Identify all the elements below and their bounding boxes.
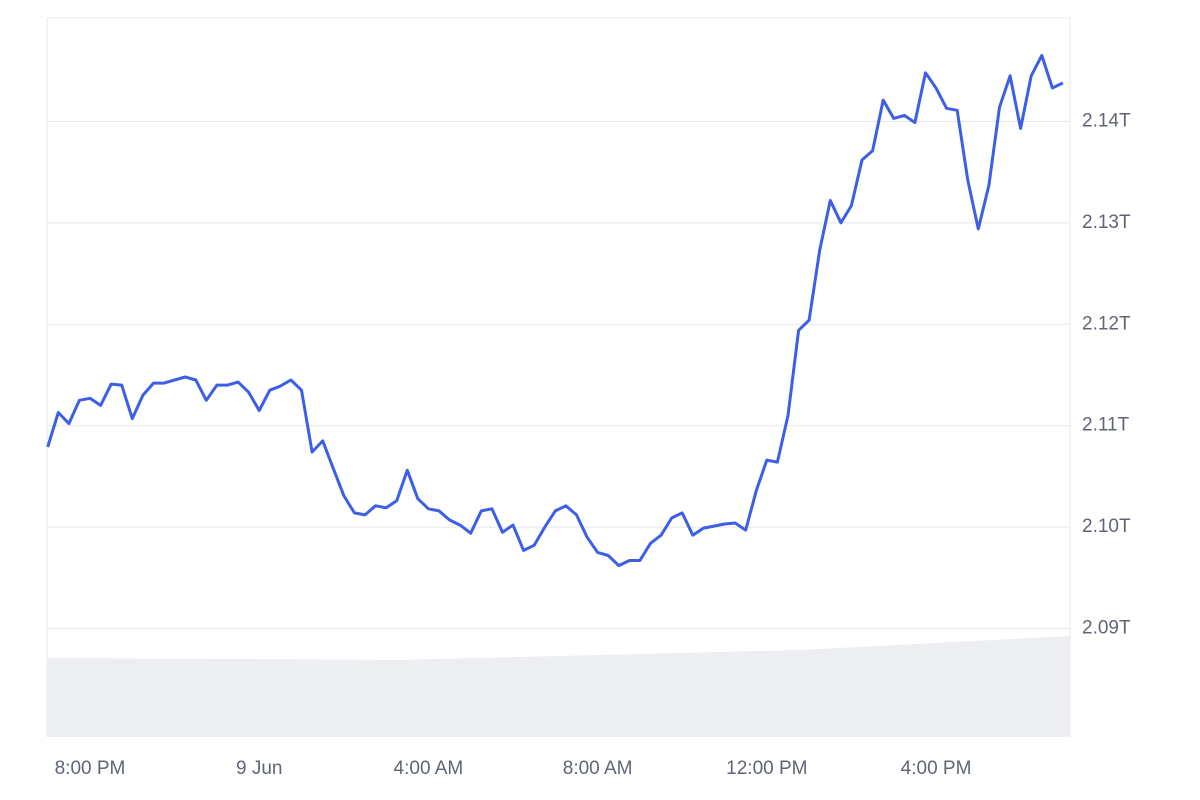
y-tick-label: 2.13T [1082,212,1131,233]
x-tick-label: 8:00 PM [55,758,126,779]
y-tick-label: 2.11T [1082,415,1130,436]
price-line [46,54,1064,568]
y-tick-label: 2.12T [1082,313,1131,334]
x-tick-label: 8:00 AM [563,758,633,779]
x-tick-label: 4:00 AM [394,758,464,779]
y-tick-label: 2.14T [1082,110,1131,131]
y-tick-label: 2.09T [1082,618,1131,639]
x-tick-label: 12:00 PM [726,758,807,779]
y-tick-label: 2.10T [1082,516,1131,537]
volume-area [47,636,1070,737]
x-tick-label: 9 Jun [236,758,282,779]
x-tick-label: 4:00 PM [901,758,972,779]
